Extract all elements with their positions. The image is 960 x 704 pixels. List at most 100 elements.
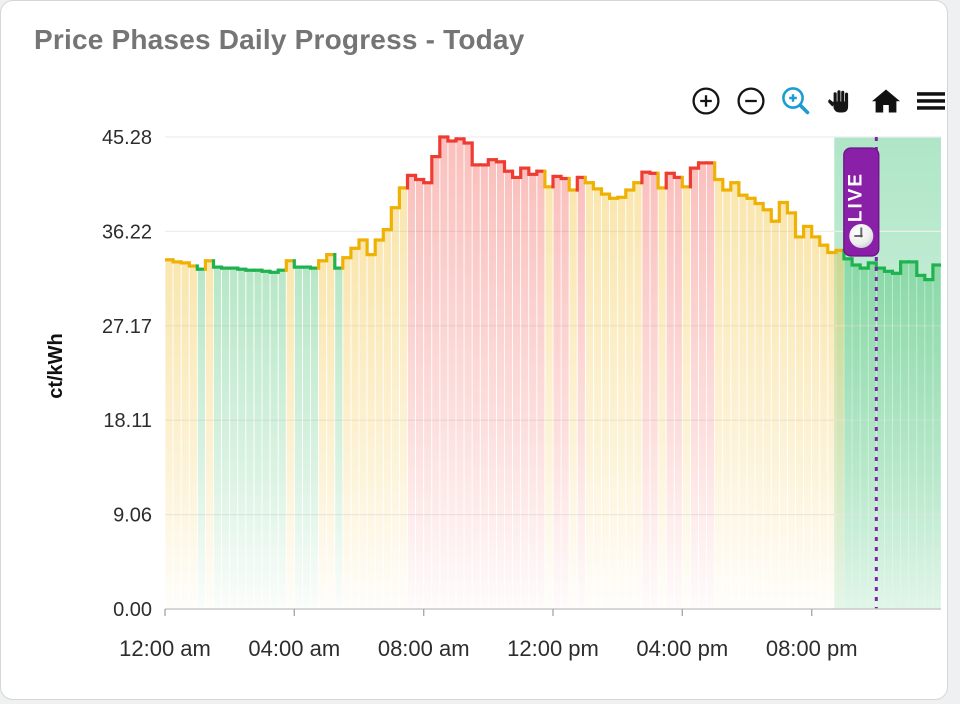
box-zoom-button[interactable] [776, 83, 816, 119]
area-column [852, 265, 860, 609]
area-column [747, 198, 755, 610]
menu-button[interactable] [911, 83, 951, 119]
area-column [836, 250, 844, 609]
area-column [787, 212, 796, 609]
area-column [828, 252, 836, 609]
area-column [456, 138, 464, 609]
area-column [238, 269, 246, 609]
area-column [262, 271, 270, 609]
area-column [278, 270, 286, 609]
area-column [230, 268, 238, 609]
area-column [650, 173, 658, 610]
area-column [189, 266, 197, 609]
pan-button[interactable] [821, 83, 861, 119]
area-column [602, 194, 610, 609]
area-column [335, 268, 343, 609]
area-column [561, 178, 569, 609]
area-column [521, 168, 529, 609]
area-column [496, 161, 505, 610]
price-step-line [165, 135, 941, 282]
area-column [820, 245, 828, 609]
y-tick-label: 36.22 [102, 221, 152, 243]
zoom-in-button[interactable] [686, 83, 726, 119]
area-column [504, 171, 513, 609]
area-column [197, 269, 205, 609]
x-tick-label: 08:00 pm [766, 636, 858, 661]
area-column [917, 275, 925, 609]
area-column [642, 172, 650, 609]
area-column [464, 143, 472, 609]
home-icon [869, 85, 903, 117]
area-column [391, 207, 399, 609]
area-column [165, 259, 173, 609]
area-column [779, 202, 787, 609]
zoom-in-icon [690, 85, 722, 117]
area-column [513, 177, 521, 609]
x-tick-label: 04:00 am [248, 636, 340, 661]
area-column [327, 254, 335, 609]
chart-toolbar [686, 83, 951, 119]
area-column [658, 187, 666, 609]
area-column [812, 236, 820, 609]
area-column [674, 177, 682, 609]
area-column [343, 257, 351, 609]
live-badge: LIVE [843, 147, 880, 257]
y-tick-label: 45.28 [102, 127, 152, 149]
x-tick-label: 12:00 pm [507, 636, 599, 661]
area-column [432, 156, 440, 609]
x-tick-label: 08:00 am [378, 636, 470, 661]
pan-icon [824, 85, 858, 117]
area-column [222, 268, 230, 609]
area-column [407, 175, 416, 609]
area-column [634, 182, 642, 609]
area-column [310, 268, 319, 609]
live-badge-label: LIVE [845, 172, 866, 222]
area-column [618, 197, 626, 610]
area-column [909, 261, 917, 609]
area-column [416, 179, 424, 609]
area-column [577, 177, 585, 609]
area-column [181, 262, 189, 609]
area-column [844, 258, 852, 609]
clock-icon [849, 224, 874, 248]
area-column [723, 190, 731, 609]
area-column [876, 268, 884, 609]
area-column [359, 240, 367, 609]
box-zoom-icon [780, 85, 812, 117]
area-column [666, 173, 674, 610]
y-tick-label: 18.11 [103, 410, 152, 432]
area-column [383, 229, 391, 609]
area-column [246, 270, 254, 609]
home-button[interactable] [866, 83, 906, 119]
area-column [715, 179, 723, 609]
area-column [205, 260, 214, 609]
area-column [731, 182, 739, 609]
area-column [690, 168, 699, 609]
area-column [925, 279, 933, 609]
y-axis-title: ct/kWh [45, 333, 67, 399]
area-column [933, 265, 941, 609]
area-column [884, 271, 893, 609]
area-column [480, 164, 488, 609]
area-column [173, 261, 181, 609]
area-column [763, 209, 771, 610]
area-column [585, 182, 593, 609]
y-tick-label: 9.06 [113, 505, 152, 527]
area-column [424, 182, 432, 609]
area-column [367, 254, 375, 609]
area-column [739, 195, 747, 609]
area-column [213, 267, 222, 609]
area-column [294, 267, 302, 609]
zoom-out-button[interactable] [731, 83, 771, 119]
area-column [254, 270, 262, 609]
area-column [488, 159, 496, 609]
area-column [270, 272, 278, 609]
area-column [755, 203, 763, 609]
area-column [319, 260, 327, 609]
area-column [901, 261, 909, 609]
area-column [448, 141, 456, 609]
area-column [610, 198, 618, 610]
page-title: Price Phases Daily Progress - Today [34, 24, 525, 55]
area-column [893, 273, 901, 609]
